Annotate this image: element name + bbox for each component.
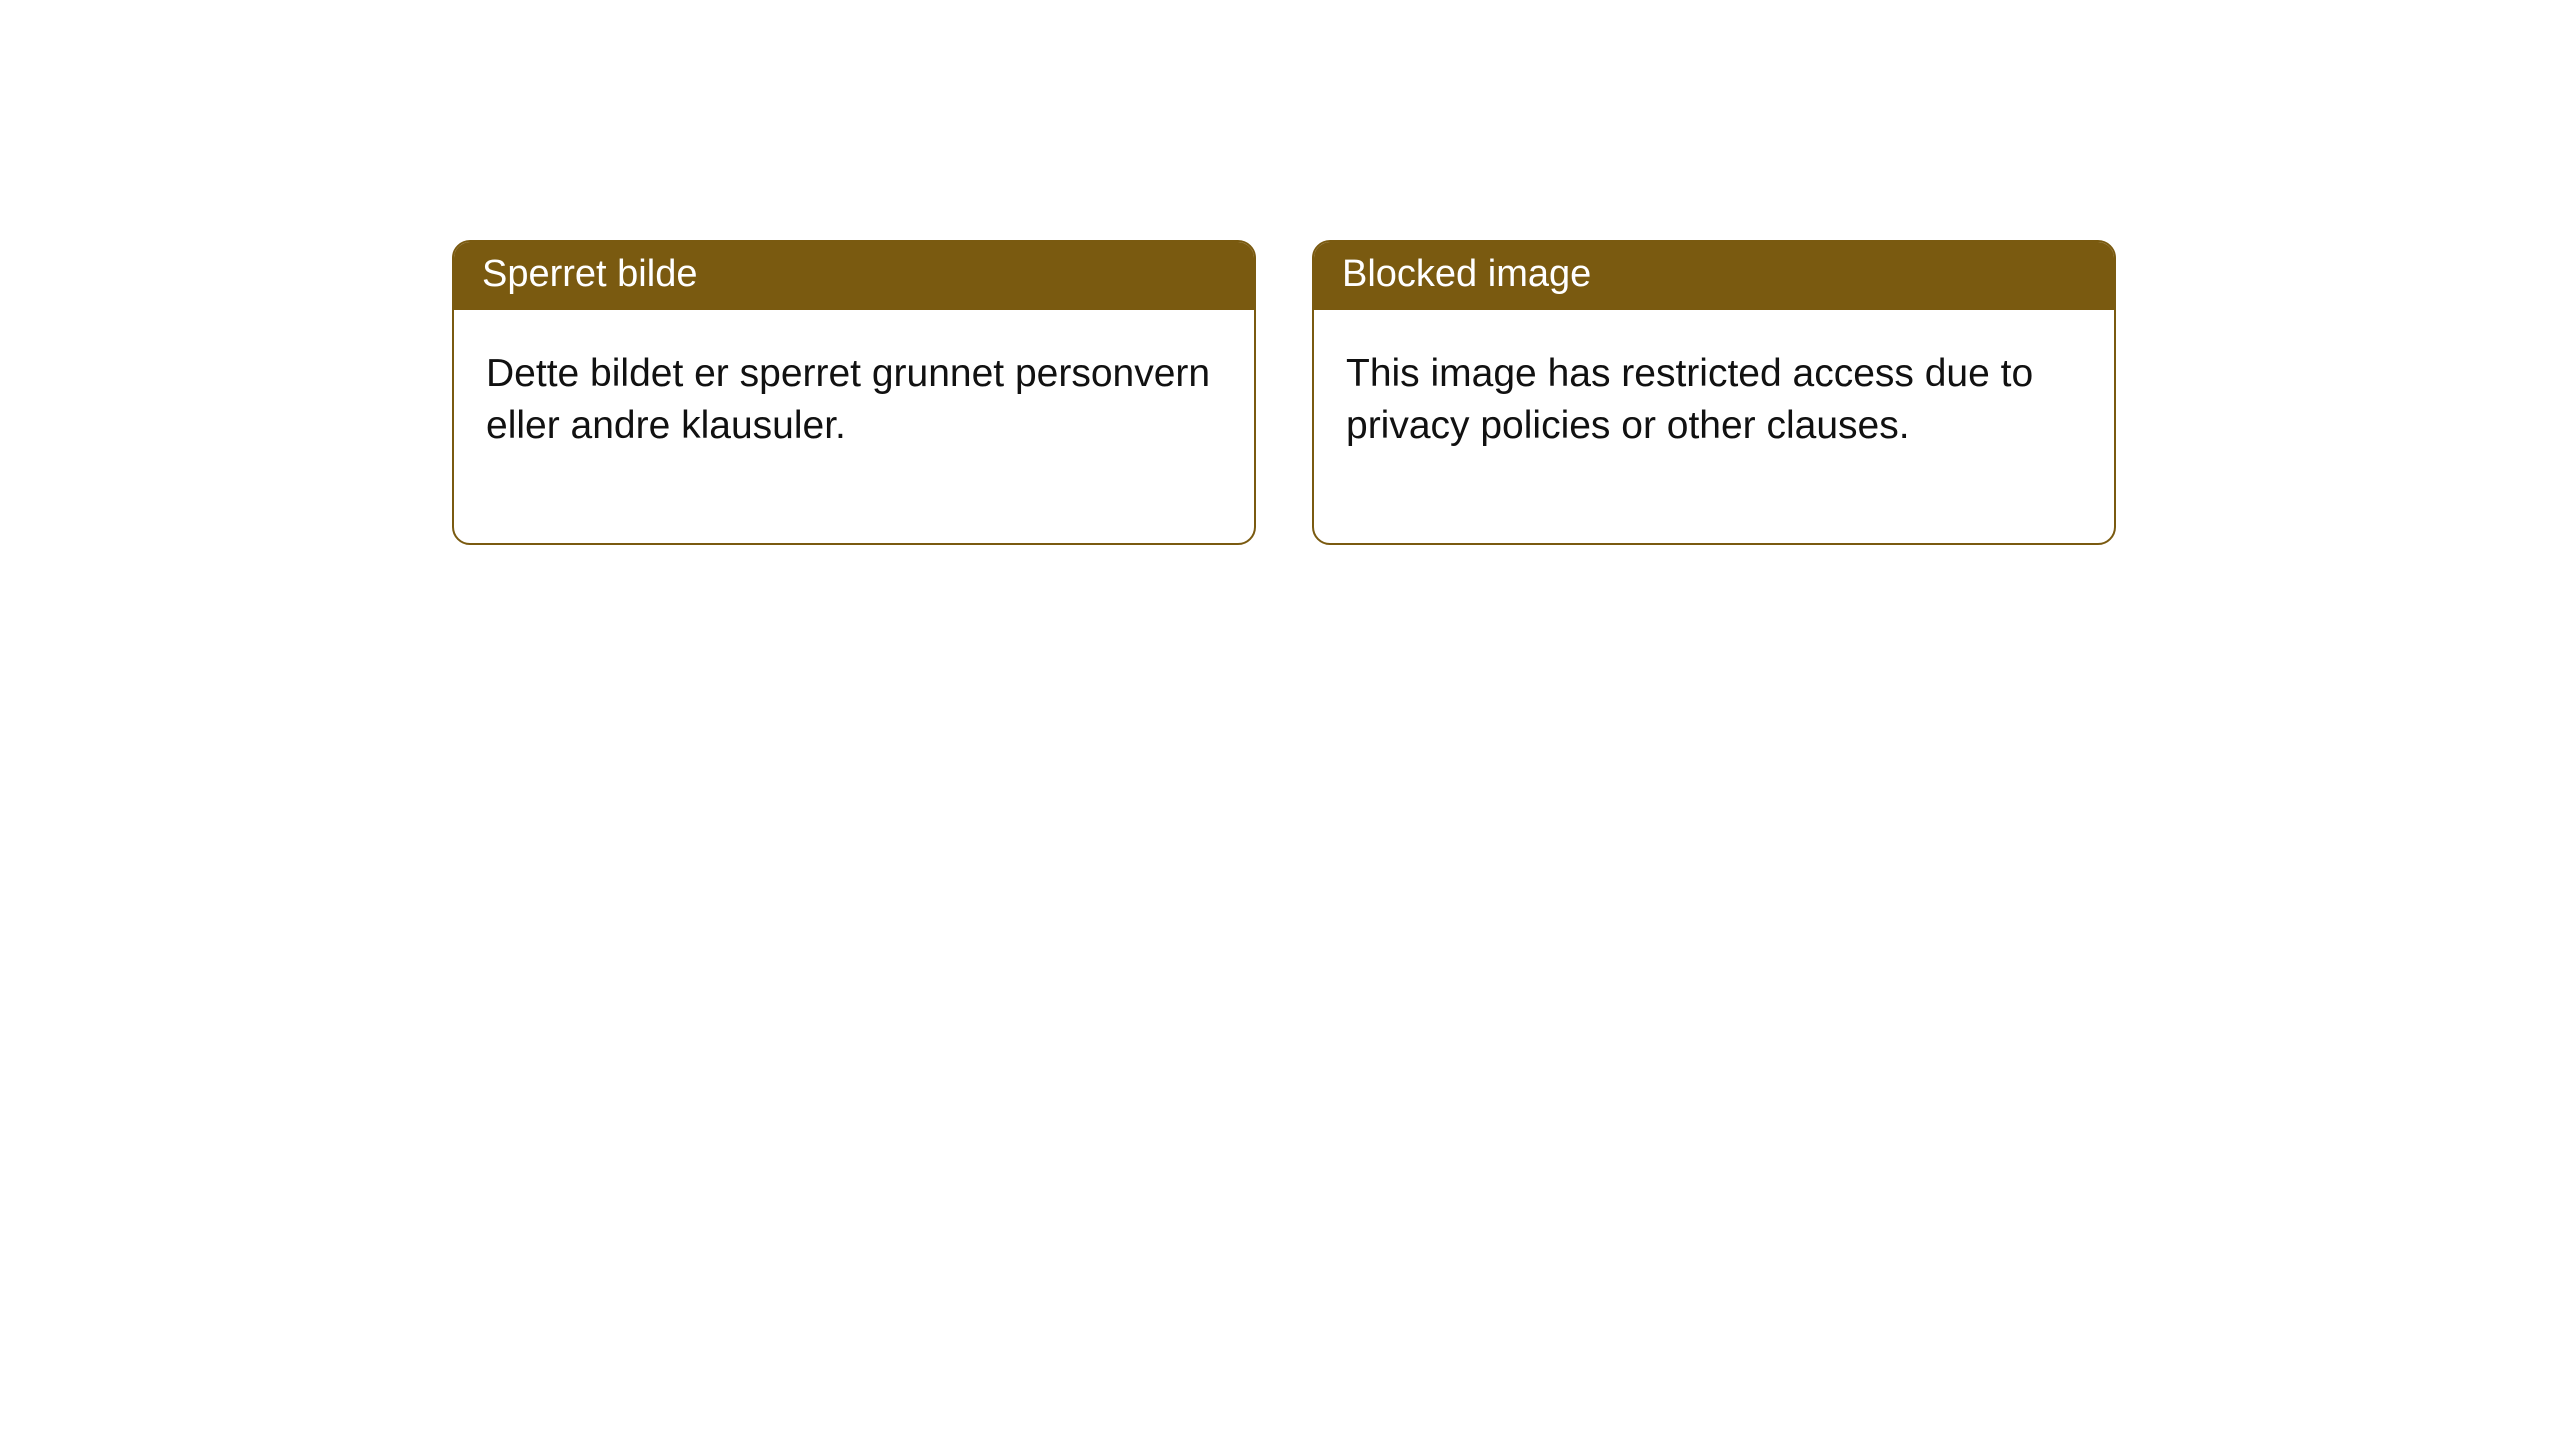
notice-title-no: Sperret bilde bbox=[454, 242, 1254, 310]
notice-body-no: Dette bildet er sperret grunnet personve… bbox=[454, 310, 1254, 543]
blocked-image-notice-no: Sperret bilde Dette bildet er sperret gr… bbox=[452, 240, 1256, 545]
notice-row: Sperret bilde Dette bildet er sperret gr… bbox=[0, 0, 2560, 545]
notice-title-en: Blocked image bbox=[1314, 242, 2114, 310]
notice-body-en: This image has restricted access due to … bbox=[1314, 310, 2114, 543]
blocked-image-notice-en: Blocked image This image has restricted … bbox=[1312, 240, 2116, 545]
